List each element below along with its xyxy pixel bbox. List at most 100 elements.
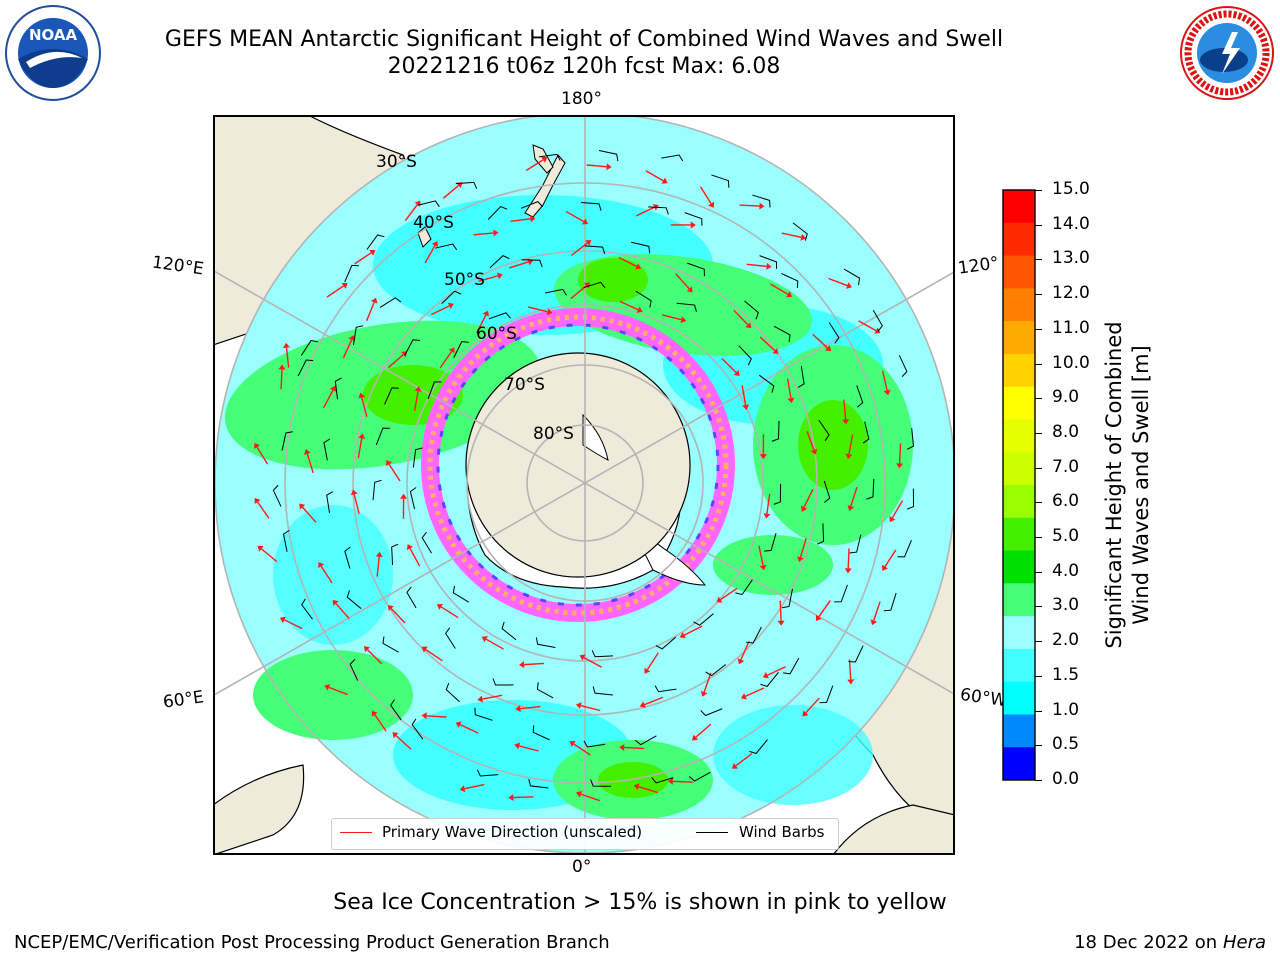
wave-arrow-head: [661, 177, 668, 184]
wave-arrow-head: [371, 710, 378, 717]
wave-arrow-head: [579, 654, 586, 661]
wind-barb: [592, 686, 613, 696]
wave-arrow-shaft: [354, 252, 372, 265]
lon-label-180: 180°: [561, 89, 602, 109]
colorbar: [1002, 189, 1036, 781]
colorbar-tick-mark: [1035, 224, 1042, 226]
wave-arrow-shaft: [426, 715, 447, 718]
colorbar-cell: [1003, 714, 1035, 748]
wind-barb: [404, 339, 420, 356]
wind-barb: [883, 592, 897, 612]
wave-arrow-shaft: [799, 537, 807, 558]
wind-barb: [441, 290, 462, 305]
wind-barb: [654, 685, 677, 693]
wave-arrow-head: [515, 705, 521, 713]
colorbar-title-line2: Wind Waves and Swell [m]: [1129, 345, 1153, 625]
wave-arrow-shaft: [786, 378, 792, 399]
colorbar-tick-mark: [1035, 398, 1042, 400]
legend-barb-line: [696, 832, 728, 833]
wave-arrow-shaft: [580, 793, 600, 802]
wave-arrow-shaft: [528, 306, 548, 313]
wave-arrow-shaft: [818, 600, 831, 618]
colorbar-tick-label: 8.0: [1052, 421, 1080, 442]
wave-arrow-head: [842, 419, 850, 425]
wind-barb: [823, 480, 831, 503]
wave-arrow-shaft: [805, 697, 820, 714]
wave-arrow-shaft: [320, 565, 333, 584]
colorbar-cell: [1003, 353, 1035, 388]
colorbar-tick-mark: [1035, 710, 1042, 712]
wind-barb: [375, 427, 390, 446]
wave-arrow-head: [740, 693, 747, 700]
colorbar-tick-label: 14.0: [1052, 213, 1090, 234]
wave-arrow-head: [686, 286, 693, 293]
wind-barb: [349, 658, 359, 681]
wave-arrow-head: [530, 215, 536, 223]
wind-barb: [452, 585, 469, 603]
colorbar-tick-mark: [1035, 259, 1042, 261]
legend-wave-label: Primary Wave Direction (unscaled): [382, 823, 643, 841]
wave-arrow-head: [303, 449, 311, 455]
legend-barb-label: Wind Barbs: [739, 823, 825, 841]
wind-barb: [688, 771, 711, 782]
wind-barb: [906, 488, 915, 510]
wind-barb: [872, 309, 883, 332]
wave-arrow-head: [392, 732, 399, 739]
run-machine: Hera: [1222, 932, 1266, 953]
wind-barb: [538, 153, 561, 161]
colorbar-cell: [1003, 616, 1035, 650]
wave-arrow-head: [254, 442, 261, 449]
wind-barb: [781, 273, 799, 289]
wave-arrow-head: [448, 347, 455, 354]
wind-barb: [687, 262, 705, 277]
wave-arrow-shaft: [646, 652, 659, 670]
map-legend: Primary Wave Direction (unscaled) Wind B…: [331, 818, 839, 850]
wind-barb: [773, 325, 791, 342]
wave-arrow-shaft: [424, 245, 436, 264]
wave-arrow-shaft: [571, 242, 588, 256]
wave-arrow-head: [254, 497, 261, 504]
wave-arrow-head: [400, 493, 408, 499]
wind-barb: [501, 621, 517, 641]
wave-arrow-head: [283, 342, 290, 349]
wave-arrow-shaft: [638, 786, 658, 794]
wave-arrow-shaft: [280, 369, 283, 390]
colorbar-tick-mark: [1035, 432, 1042, 434]
wave-arrow-head: [845, 453, 853, 460]
wind-barb: [856, 385, 864, 408]
noaa-logo: NOAA: [5, 5, 101, 101]
wave-arrow-shaft: [583, 657, 602, 668]
wave-arrow-head: [644, 667, 651, 674]
lat-label-30s: 30°S: [376, 152, 417, 172]
legend-wave-line: [340, 832, 372, 833]
wind-barb: [635, 290, 652, 308]
wave-arrow-shaft: [873, 601, 881, 621]
wind-barb: [488, 312, 511, 320]
wave-arrow-head: [733, 370, 740, 377]
wind-barb: [323, 438, 331, 461]
wind-barb: [427, 381, 442, 400]
wave-arrow-head: [772, 348, 779, 355]
wind-barb: [693, 613, 714, 626]
wave-arrow-shaft: [425, 648, 443, 662]
noaa-logo-text: NOAA: [29, 26, 78, 44]
colorbar-tick-label: 6.0: [1052, 491, 1080, 512]
wave-arrow-head: [882, 564, 888, 571]
wave-arrow-shaft: [256, 501, 270, 519]
wave-arrow-head: [585, 240, 592, 246]
wave-arrow-shaft: [322, 389, 334, 409]
wind-barb: [849, 534, 862, 554]
wind-barb: [366, 234, 385, 250]
wind-barb: [352, 325, 364, 346]
colorbar-cell: [1003, 681, 1035, 715]
wave-arrow-head: [786, 291, 793, 298]
wave-arrow-head: [459, 785, 466, 793]
wave-arrow-shaft: [390, 608, 406, 624]
wave-arrow-shaft: [509, 261, 529, 269]
wave-arrow-head: [481, 636, 488, 643]
wind-barb: [474, 707, 493, 721]
wave-arrow-shaft: [464, 783, 485, 790]
wave-arrow-head: [348, 335, 355, 342]
wave-arrow-head: [546, 308, 553, 316]
wave-arrow-head: [414, 386, 422, 392]
